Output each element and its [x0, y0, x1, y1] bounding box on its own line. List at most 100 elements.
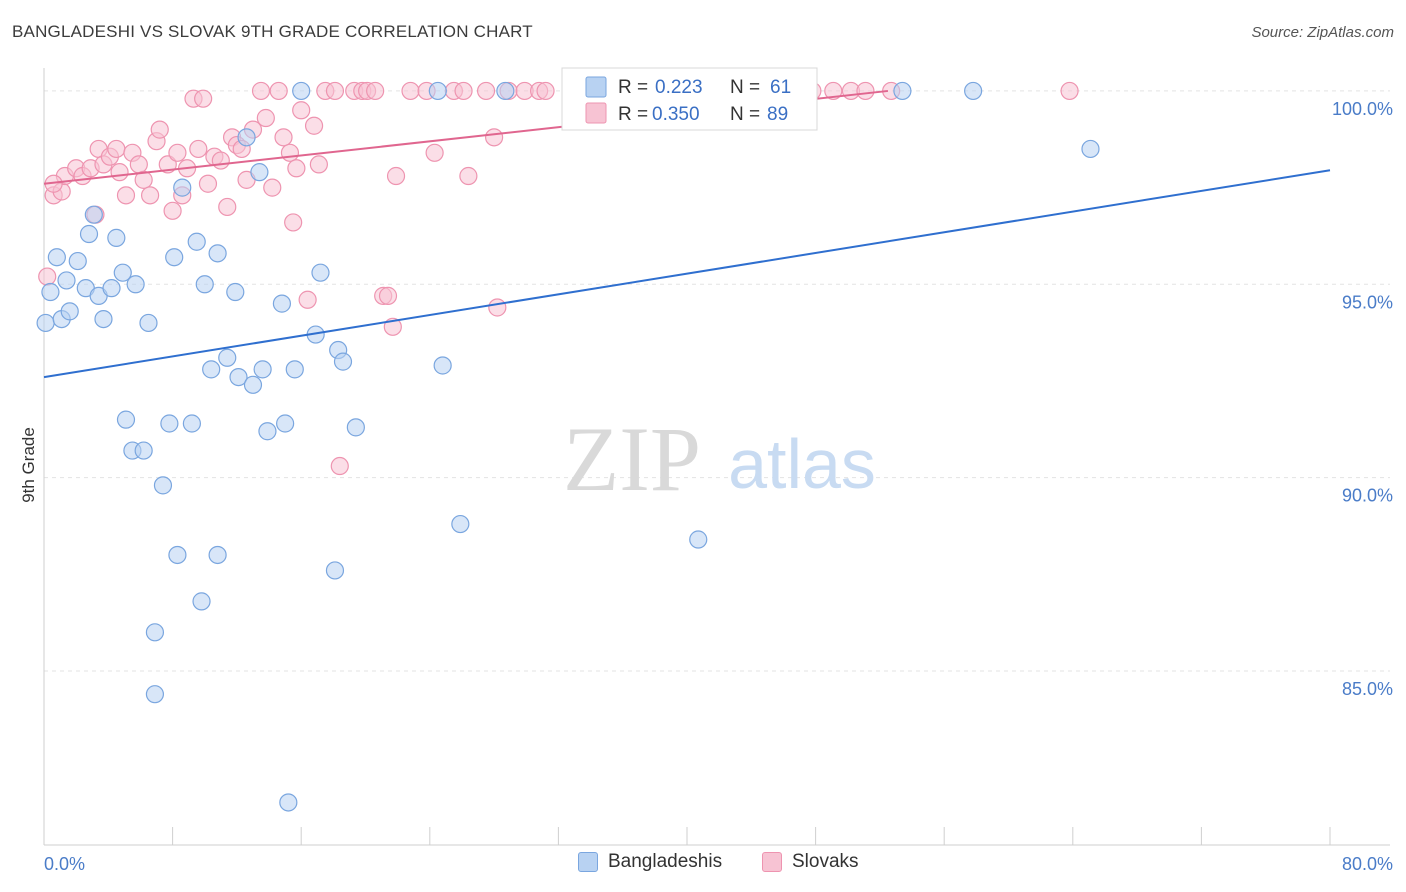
bangladeshis-point	[689, 530, 708, 549]
bangladeshis-point	[237, 128, 256, 147]
bangladeshis-point	[451, 514, 470, 534]
axes	[43, 68, 1390, 846]
bangladeshis-point	[279, 793, 298, 812]
chart-title: BANGLADESHI VS SLOVAK 9TH GRADE CORRELAT…	[12, 22, 533, 41]
bangladeshis-point	[84, 205, 103, 224]
slovaks-point	[194, 89, 213, 108]
slovaks-point	[325, 81, 345, 101]
slovaks-point	[251, 81, 271, 101]
slovaks-point	[280, 143, 300, 162]
slovaks-point	[1060, 81, 1079, 101]
bangladeshis-point	[276, 414, 295, 433]
slovaks-point	[304, 116, 324, 135]
slovaks-point	[459, 166, 478, 186]
slovaks-swatch	[762, 852, 782, 872]
slovaks-point	[292, 101, 311, 120]
slovaks-point	[824, 81, 843, 101]
legend-label-slovaks: Slovaks	[792, 851, 859, 872]
bangladeshis-point	[325, 561, 345, 580]
bangladeshis-point	[311, 263, 330, 282]
y-tick-label: 95.0%	[1342, 292, 1393, 312]
bangladeshis-point	[253, 360, 272, 379]
slovaks-point	[386, 166, 406, 186]
bangladeshis-point	[60, 302, 79, 321]
slovaks-point	[189, 139, 208, 159]
slovaks-point	[269, 81, 288, 101]
legend-blue-r-label: R =	[618, 77, 653, 98]
bangladeshis-point	[243, 375, 263, 394]
legend-label-bangladeshis: Bangladeshis	[608, 851, 723, 872]
legend-pink-n-label: N =	[730, 104, 765, 125]
y-tick-label: 90.0%	[1342, 486, 1393, 506]
tick-labels: 85.0% 90.0% 95.0% 100.0% 0.0% 80.0%	[44, 99, 1393, 874]
legend-pink-r-value: 0.350	[652, 104, 700, 125]
slovaks-point	[485, 128, 504, 147]
slovaks-point	[488, 298, 507, 317]
bangladeshis-point	[36, 313, 55, 333]
slovaks-point	[401, 81, 420, 101]
series-legend: Bangladeshis Slovaks	[0, 851, 1406, 879]
legend-swatch-blue	[585, 76, 607, 98]
bangladeshis-point	[79, 224, 99, 244]
bangladeshis-point	[145, 623, 165, 642]
slovaks-point	[378, 286, 398, 305]
bangladeshis-point	[160, 414, 179, 433]
bangladeshis-point	[208, 244, 227, 263]
bangladeshis-point	[346, 418, 365, 437]
slovaks-point	[116, 186, 136, 205]
slovaks-point	[150, 120, 169, 139]
legend-swatch-pink	[585, 102, 607, 124]
slovaks-point	[110, 163, 129, 182]
slovaks-point	[287, 159, 306, 178]
slovaks-point	[425, 143, 444, 162]
bangladeshis-point	[218, 348, 237, 367]
slovaks-point	[140, 186, 160, 205]
legend-pink-n-value: 89	[767, 104, 788, 125]
slovaks-point	[454, 81, 473, 101]
slovaks-point	[330, 456, 349, 476]
slovaks-point	[211, 151, 230, 170]
slovaks-point	[284, 213, 303, 232]
x-tick-label: 80.0%	[1342, 854, 1393, 874]
bangladeshis-point	[168, 545, 187, 565]
slovaks-point	[263, 178, 282, 197]
slovaks-point	[168, 143, 187, 162]
bangladeshis-point	[229, 367, 248, 387]
bangladeshis-point	[145, 685, 165, 704]
slovaks-point	[309, 155, 328, 174]
bangladeshis-point	[428, 81, 447, 101]
watermark-zip: ZIP	[563, 408, 701, 510]
bangladeshis-points	[36, 81, 1100, 812]
slovaks-point	[163, 201, 182, 220]
x-tick-label: 0.0%	[44, 854, 85, 874]
bangladeshis-point	[272, 294, 292, 313]
legend-blue-n-label: N =	[730, 77, 765, 98]
legend-blue-n-value: 61	[770, 77, 791, 98]
source-label: Source: ZipAtlas.com	[1251, 24, 1394, 41]
bangladeshis-point	[68, 251, 87, 271]
bangladeshis-point	[94, 309, 113, 329]
legend-item-slovaks[interactable]: Slovaks	[762, 851, 859, 873]
slovaks-point	[198, 174, 218, 193]
bangladeshis-point	[134, 441, 153, 460]
bangladeshis-point	[113, 263, 132, 282]
slovaks-point	[107, 139, 126, 159]
bangladeshis-swatch	[578, 852, 598, 872]
bangladeshis-point	[139, 313, 158, 333]
bangladeshis-point	[258, 422, 277, 441]
slovaks-point	[536, 81, 555, 101]
bangladeshis-point	[165, 248, 184, 267]
bangladeshis-point	[153, 476, 173, 495]
bangladeshis-point	[250, 163, 269, 182]
legend-item-bangladeshis[interactable]: Bangladeshis	[578, 851, 722, 873]
watermark-atlas: atlas	[728, 425, 876, 503]
slovaks-point	[38, 267, 57, 286]
bangladeshis-point	[285, 360, 304, 379]
correlation-legend: R = 0.223 N = 61 R = 0.350 N = 89	[561, 67, 818, 131]
bangladeshis-point	[964, 81, 983, 101]
bangladeshis-point	[226, 282, 245, 302]
bangladeshis-point	[173, 178, 192, 197]
slovaks-point	[298, 290, 317, 309]
bangladeshis-point	[41, 282, 60, 302]
